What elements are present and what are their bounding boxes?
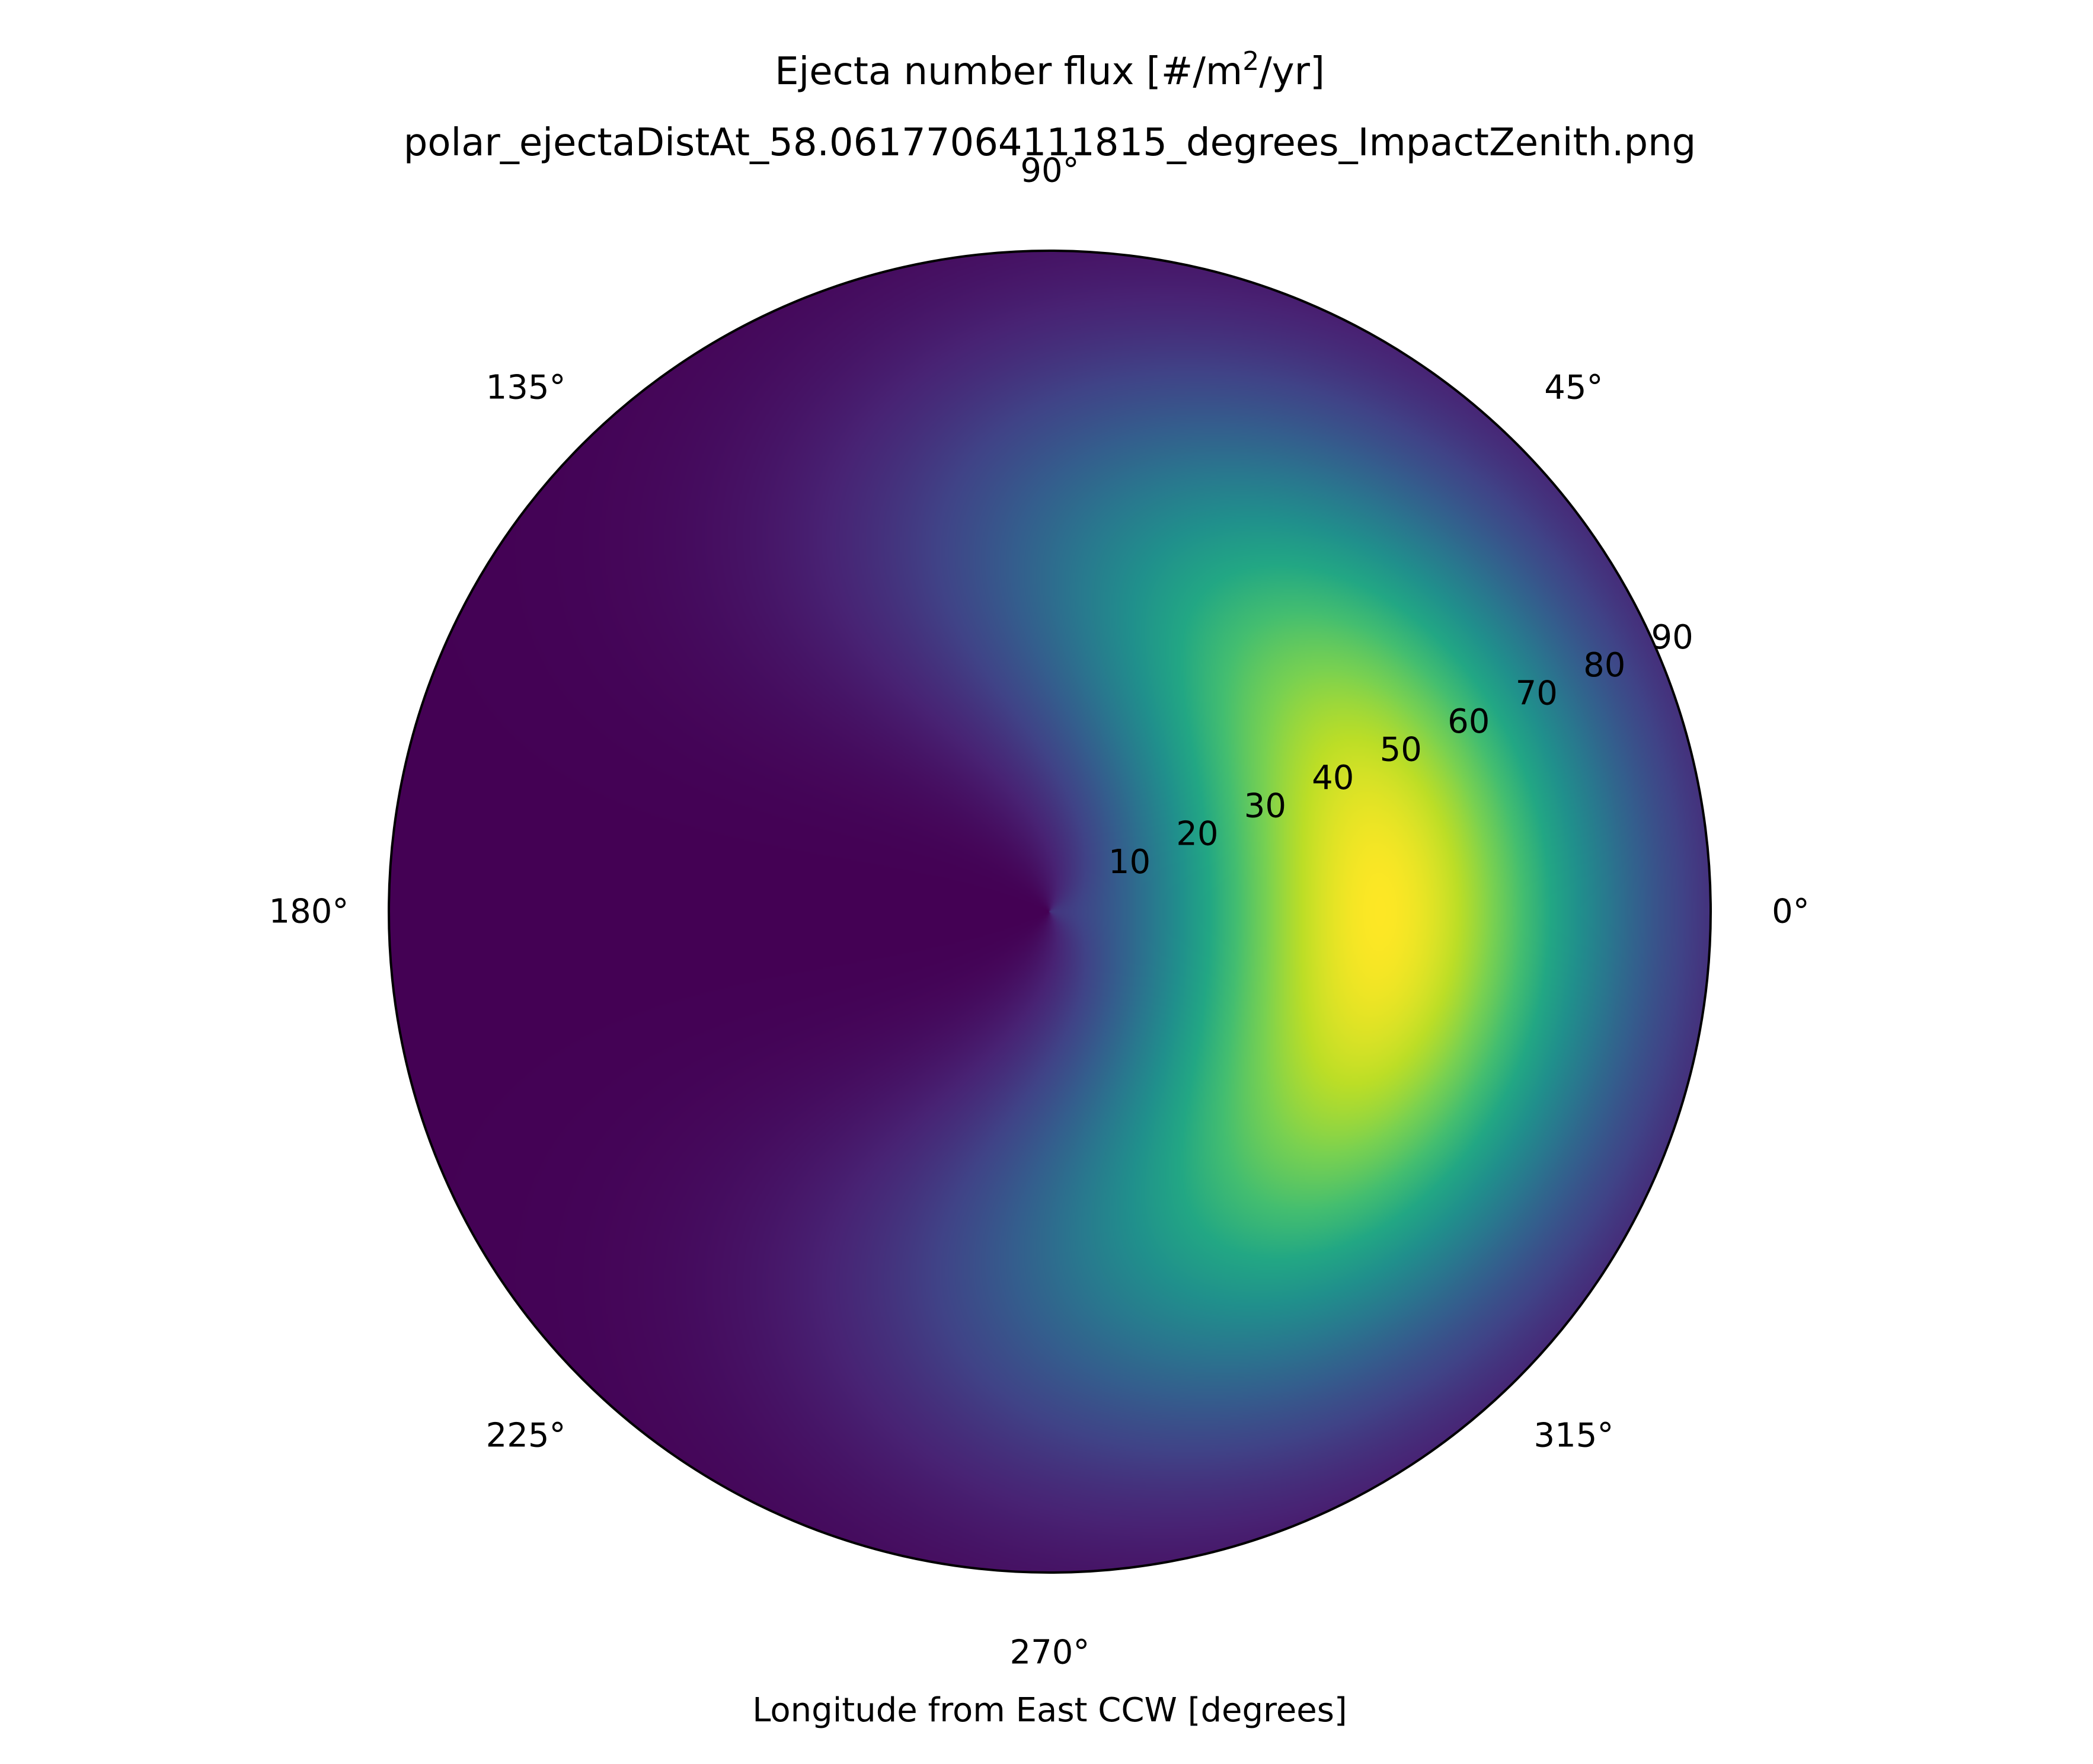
polar-outer-frame [388,250,1712,1574]
radial-tick-label: 20 [1176,815,1218,854]
angular-tick-label: 270° [1010,1634,1090,1672]
flux-heatmap [389,251,1711,1573]
radial-tick-label: 50 [1380,730,1422,769]
radial-tick-label: 70 [1516,675,1558,713]
angular-tick-label: 45° [1544,369,1603,407]
radial-tick-label: 40 [1312,759,1354,797]
radial-tick-label: 90 [1651,618,1693,657]
chart-title-line2: polar_ejectaDistAt_58.06177064111815_deg… [404,121,1696,165]
radial-tick-labels: 10 20 30 40 50 60 70 80 90 [1108,618,1693,881]
radial-tick-label: 60 [1447,702,1490,741]
angular-tick-label: 135° [486,369,566,407]
x-axis-label: Longitude from East CCW [degrees] [752,1691,1347,1730]
angular-tick-label: 90° [1020,152,1079,190]
chart-title-line1: Ejecta number flux [#/m2/yr] [775,46,1325,94]
radial-tick-label: 30 [1244,787,1286,825]
angular-tick-labels: 0° 45° 90° 135° 180° 225° 270° 315° [269,152,1810,1672]
radial-tick-label: 10 [1108,843,1151,881]
angular-tick-label: 0° [1772,893,1810,931]
angular-tick-label: 180° [269,893,349,931]
angular-tick-label: 315° [1533,1416,1613,1455]
angular-tick-label: 225° [486,1416,566,1455]
radial-tick-label: 80 [1583,646,1625,685]
